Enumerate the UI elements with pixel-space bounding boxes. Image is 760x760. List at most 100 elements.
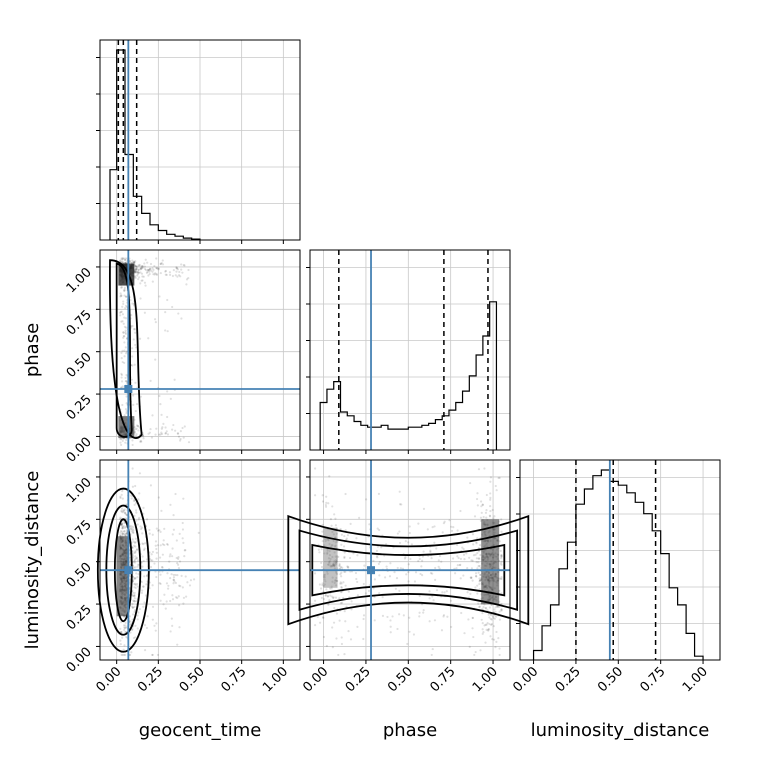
- sample-point: [334, 544, 337, 547]
- sample-point: [389, 625, 392, 628]
- sample-point: [122, 331, 125, 334]
- sample-point: [477, 561, 480, 564]
- sample-point: [131, 443, 134, 447]
- sample-point: [407, 541, 410, 544]
- sample-point: [484, 511, 488, 514]
- sample-point: [378, 574, 381, 577]
- sample-point: [146, 615, 149, 618]
- sample-point: [119, 516, 122, 519]
- sample-point: [404, 556, 407, 559]
- sample-point: [331, 646, 334, 649]
- sample-point: [148, 267, 152, 270]
- sample-point: [134, 276, 137, 279]
- sample-point: [123, 644, 126, 647]
- sample-point: [133, 610, 136, 614]
- sample-point: [330, 585, 333, 588]
- sample-point: [124, 257, 127, 260]
- sample-point: [172, 578, 175, 581]
- sample-point: [121, 403, 124, 407]
- sample-point: [500, 577, 503, 580]
- sample-point: [474, 586, 477, 589]
- sample-point: [471, 616, 474, 620]
- sample-point: [131, 606, 134, 609]
- sample-point: [433, 525, 436, 528]
- sample-point: [485, 607, 488, 610]
- sample-point: [131, 526, 135, 529]
- sample-point: [154, 544, 157, 547]
- sample-point: [175, 267, 179, 270]
- sample-point: [489, 505, 492, 508]
- sample-point: [120, 294, 123, 298]
- sample-point: [133, 363, 136, 366]
- sample-point: [120, 522, 123, 526]
- sample-point: [125, 438, 128, 442]
- sample-point: [153, 264, 156, 268]
- sample-point: [430, 557, 433, 560]
- sample-point: [155, 557, 158, 560]
- sample-point: [477, 557, 480, 560]
- sample-point: [408, 616, 411, 619]
- sample-point: [330, 565, 333, 568]
- sample-point: [339, 573, 342, 576]
- sample-point: [323, 552, 326, 555]
- sample-point: [130, 314, 133, 317]
- sample-point: [347, 566, 350, 569]
- sample-point: [472, 554, 476, 557]
- sample-point: [324, 505, 328, 508]
- sample-point: [134, 555, 137, 558]
- sample-point: [404, 540, 407, 543]
- sample-point: [364, 592, 367, 595]
- sample-point: [149, 267, 152, 270]
- sample-point: [498, 647, 501, 650]
- sample-point: [146, 574, 149, 577]
- sample-point: [163, 543, 166, 547]
- sample-point: [376, 527, 379, 530]
- sample-point: [381, 596, 384, 599]
- sample-point: [487, 613, 490, 616]
- sample-point: [182, 602, 185, 605]
- sample-point: [149, 559, 153, 562]
- sample-point: [497, 605, 500, 608]
- sample-point: [325, 495, 328, 498]
- sample-point: [172, 576, 176, 579]
- sample-point: [335, 560, 338, 563]
- sample-point: [120, 443, 123, 447]
- sample-point: [121, 530, 124, 533]
- panel-grid-0-1: 0.00 0.25 0.50 0.75 1.00: [64, 250, 300, 466]
- sample-point: [121, 261, 124, 264]
- sample-point: [133, 514, 136, 517]
- sample-point: [120, 631, 123, 634]
- sample-point: [132, 556, 135, 559]
- sample-point: [151, 653, 154, 657]
- sample-point: [163, 527, 166, 530]
- sample-point: [123, 316, 126, 319]
- sample-point: [133, 609, 137, 612]
- sample-point: [484, 641, 487, 644]
- sample-point: [124, 626, 128, 629]
- sample-point: [118, 311, 122, 314]
- sample-point: [139, 395, 142, 398]
- sample-point: [478, 579, 482, 582]
- sample-point: [478, 582, 481, 586]
- sample-point: [151, 280, 154, 283]
- sample-point: [354, 571, 358, 575]
- sample-point: [161, 259, 164, 262]
- sample-point: [169, 397, 172, 400]
- sample-point: [137, 611, 140, 614]
- sample-point: [340, 642, 344, 646]
- sample-point: [119, 531, 122, 534]
- sample-point: [136, 565, 139, 568]
- sample-point: [176, 574, 179, 577]
- sample-point: [180, 263, 183, 266]
- sample-point: [130, 497, 133, 500]
- sample-point: [375, 555, 379, 558]
- sample-point: [358, 516, 361, 519]
- sample-point: [160, 413, 163, 416]
- sample-point: [131, 591, 135, 594]
- sample-point: [121, 490, 124, 493]
- sample-point: [131, 302, 134, 305]
- sample-point: [412, 633, 416, 636]
- sample-point: [410, 543, 413, 546]
- sample-point: [350, 608, 353, 611]
- sample-point: [159, 544, 162, 547]
